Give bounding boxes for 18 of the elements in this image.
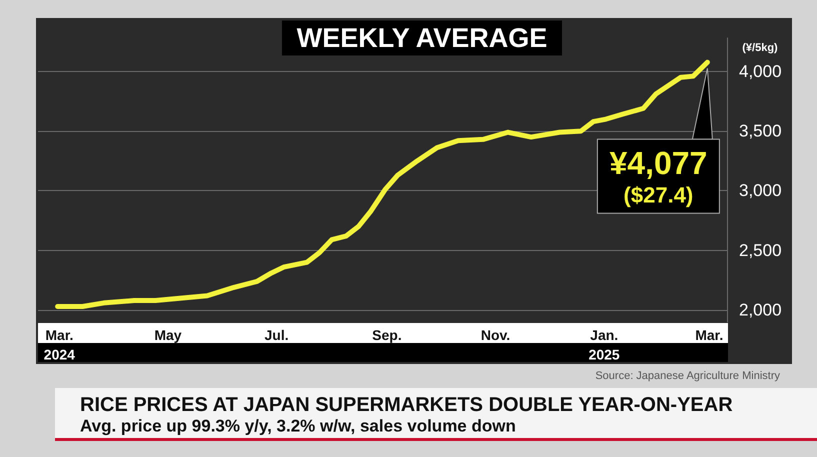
y-tick-label: 3,500 [739,122,782,141]
x-tick-label: Jul. [264,327,289,343]
text: RICE PRICES AT JAPAN SUPERMARKETS DOUBLE YEAR-ON-YEAR [80,394,734,416]
y-tick-label: 2,500 [739,240,782,260]
x-tick-label: Jan. 2025 [588,327,620,362]
x-tick-label: Mar. 2024 [44,327,76,362]
y-tick-label: 2,000 [739,300,782,320]
x-tick-label: May [154,327,182,343]
x-tick-label: Mar. [695,327,724,343]
annotation: ¥4,077 ($27.4) [609,145,708,208]
source-note: Source: Japanese Agriculture Ministry [595,370,780,382]
y-axis-title: (¥/5kg) [742,42,778,54]
text: Avg. price up 99.3% y/y, 3.2% w/w, sales volume down [80,416,516,436]
chart-title: WEEKLY AVERAGE [296,23,548,53]
y-tick-label: 4,000 [739,62,782,81]
x-tick-label: Sep. [372,327,402,343]
y-tick-label: 3,000 [739,181,782,200]
x-tick-label: Nov. [480,327,510,343]
